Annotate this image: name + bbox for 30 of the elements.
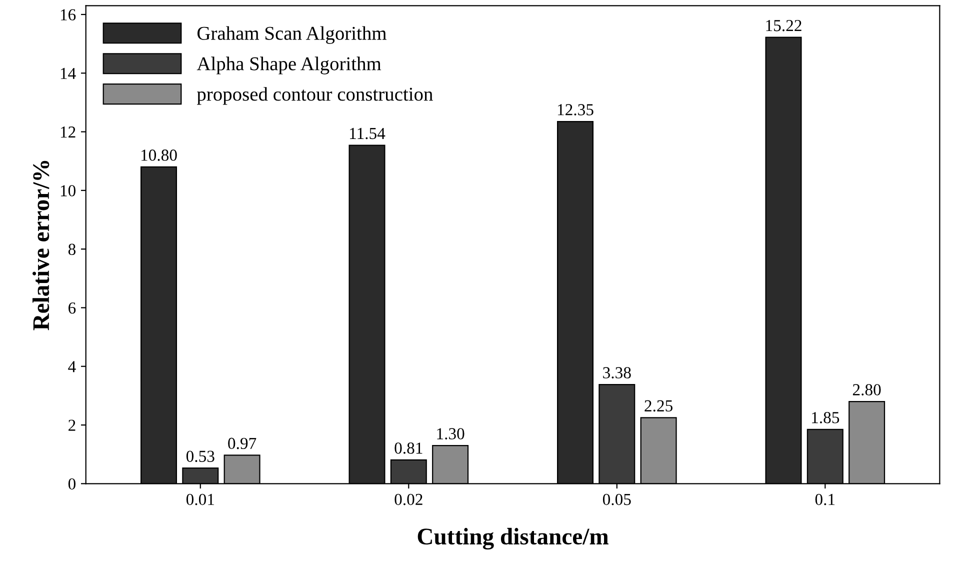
data-label: 2.25	[644, 400, 672, 412]
y-tick-label: 16	[60, 9, 76, 20]
data-label: 2.80	[852, 384, 881, 396]
y-tick-label: 8	[68, 244, 76, 256]
x-tick-label: 0.02	[394, 494, 422, 506]
data-label: 10.80	[141, 150, 177, 161]
y-tick-label: 6	[68, 302, 76, 314]
data-label: 15.22	[766, 20, 802, 32]
legend-label: Alpha Shape Algorithm	[196, 56, 382, 74]
y-tick-label: 10	[60, 185, 76, 196]
legend-label: Graham Scan Algorithm	[197, 26, 386, 44]
x-tick-label: 0.05	[602, 494, 631, 506]
y-tick-label: 14	[60, 68, 76, 79]
y-tick-label: 0	[68, 478, 76, 490]
y-tick-label: 2	[68, 420, 76, 431]
y-axis-title: Relative error/%	[32, 160, 50, 330]
x-axis-title: Cutting distance/m	[418, 528, 608, 550]
y-tick-label: 4	[68, 361, 76, 372]
x-tick-label: 0.01	[186, 494, 214, 506]
data-label: 3.38	[603, 367, 631, 378]
data-label: 1.85	[812, 412, 840, 424]
data-label: 1.30	[437, 428, 464, 440]
data-label: 0.97	[228, 438, 256, 450]
data-label: 0.53	[186, 450, 214, 462]
x-tick-label: 0.1	[815, 494, 835, 506]
legend-label: proposed contour construction	[197, 87, 433, 105]
y-tick-label: 12	[60, 126, 76, 138]
data-label: 0.81	[394, 442, 422, 454]
data-label: 11.54	[350, 128, 386, 140]
data-label: 12.35	[558, 104, 594, 116]
